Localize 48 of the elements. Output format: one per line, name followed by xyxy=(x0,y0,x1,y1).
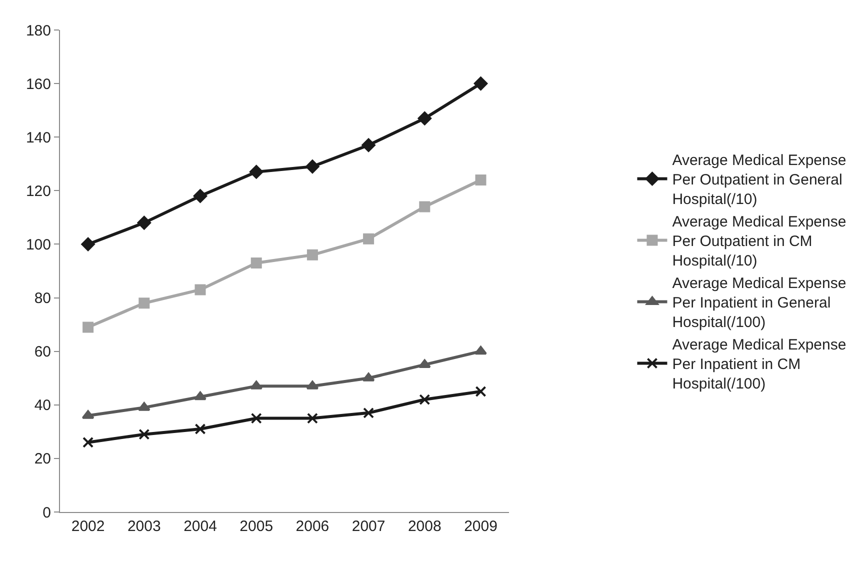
point xyxy=(137,216,151,230)
x-tick-label: 2008 xyxy=(408,518,442,535)
x-tick-label: 2009 xyxy=(464,518,498,535)
y-tick-label: 120 xyxy=(26,182,51,200)
y-tick-label: 20 xyxy=(34,450,51,468)
point xyxy=(250,412,262,424)
x-tick-label: 2007 xyxy=(352,518,386,535)
legend-label: Average Medical Expense Per Outpatient in CM Hospital(/10) xyxy=(672,214,846,270)
x-tick-label: 2006 xyxy=(296,518,330,535)
legend-label: Average Medical Expense Per Outpatient in General Hospital(/10) xyxy=(672,152,846,208)
x-tick-label: 2004 xyxy=(184,518,217,535)
point xyxy=(363,407,374,418)
point xyxy=(250,257,262,268)
point xyxy=(193,189,208,203)
point xyxy=(306,160,320,174)
point xyxy=(306,412,318,424)
point xyxy=(475,386,486,397)
point xyxy=(82,322,94,333)
point xyxy=(418,112,432,126)
point xyxy=(194,423,206,434)
point xyxy=(475,174,486,186)
point xyxy=(138,298,150,309)
y-tick-label: 40 xyxy=(34,397,51,414)
y-tick-label: 160 xyxy=(26,76,51,93)
y-tick-label: 140 xyxy=(26,129,51,146)
x-tick-label: 2003 xyxy=(127,518,161,535)
legend-label: Average Medical Expense Per Inpatient in General Hospital(/100) xyxy=(672,275,846,332)
point xyxy=(363,233,374,244)
point xyxy=(250,165,264,179)
y-tick-label: 100 xyxy=(26,236,51,254)
y-tick-label: 60 xyxy=(34,344,51,361)
point xyxy=(474,76,488,90)
y-tick-label: 0 xyxy=(42,504,51,522)
y-tick-label: 180 xyxy=(26,22,51,40)
y-tick-label: 80 xyxy=(34,290,51,308)
x-tick-label: 2005 xyxy=(240,518,274,535)
point xyxy=(138,428,150,440)
point xyxy=(419,201,430,212)
point xyxy=(362,138,376,152)
legend-label: Average Medical Expense Per Inpatient in CM Hospital(/100) xyxy=(672,336,846,393)
point xyxy=(474,346,487,355)
point xyxy=(419,394,430,406)
point xyxy=(306,249,318,260)
point xyxy=(82,436,94,448)
point xyxy=(194,391,206,400)
x-tick-label: 2002 xyxy=(71,518,105,535)
point xyxy=(81,237,95,252)
point xyxy=(194,284,206,296)
